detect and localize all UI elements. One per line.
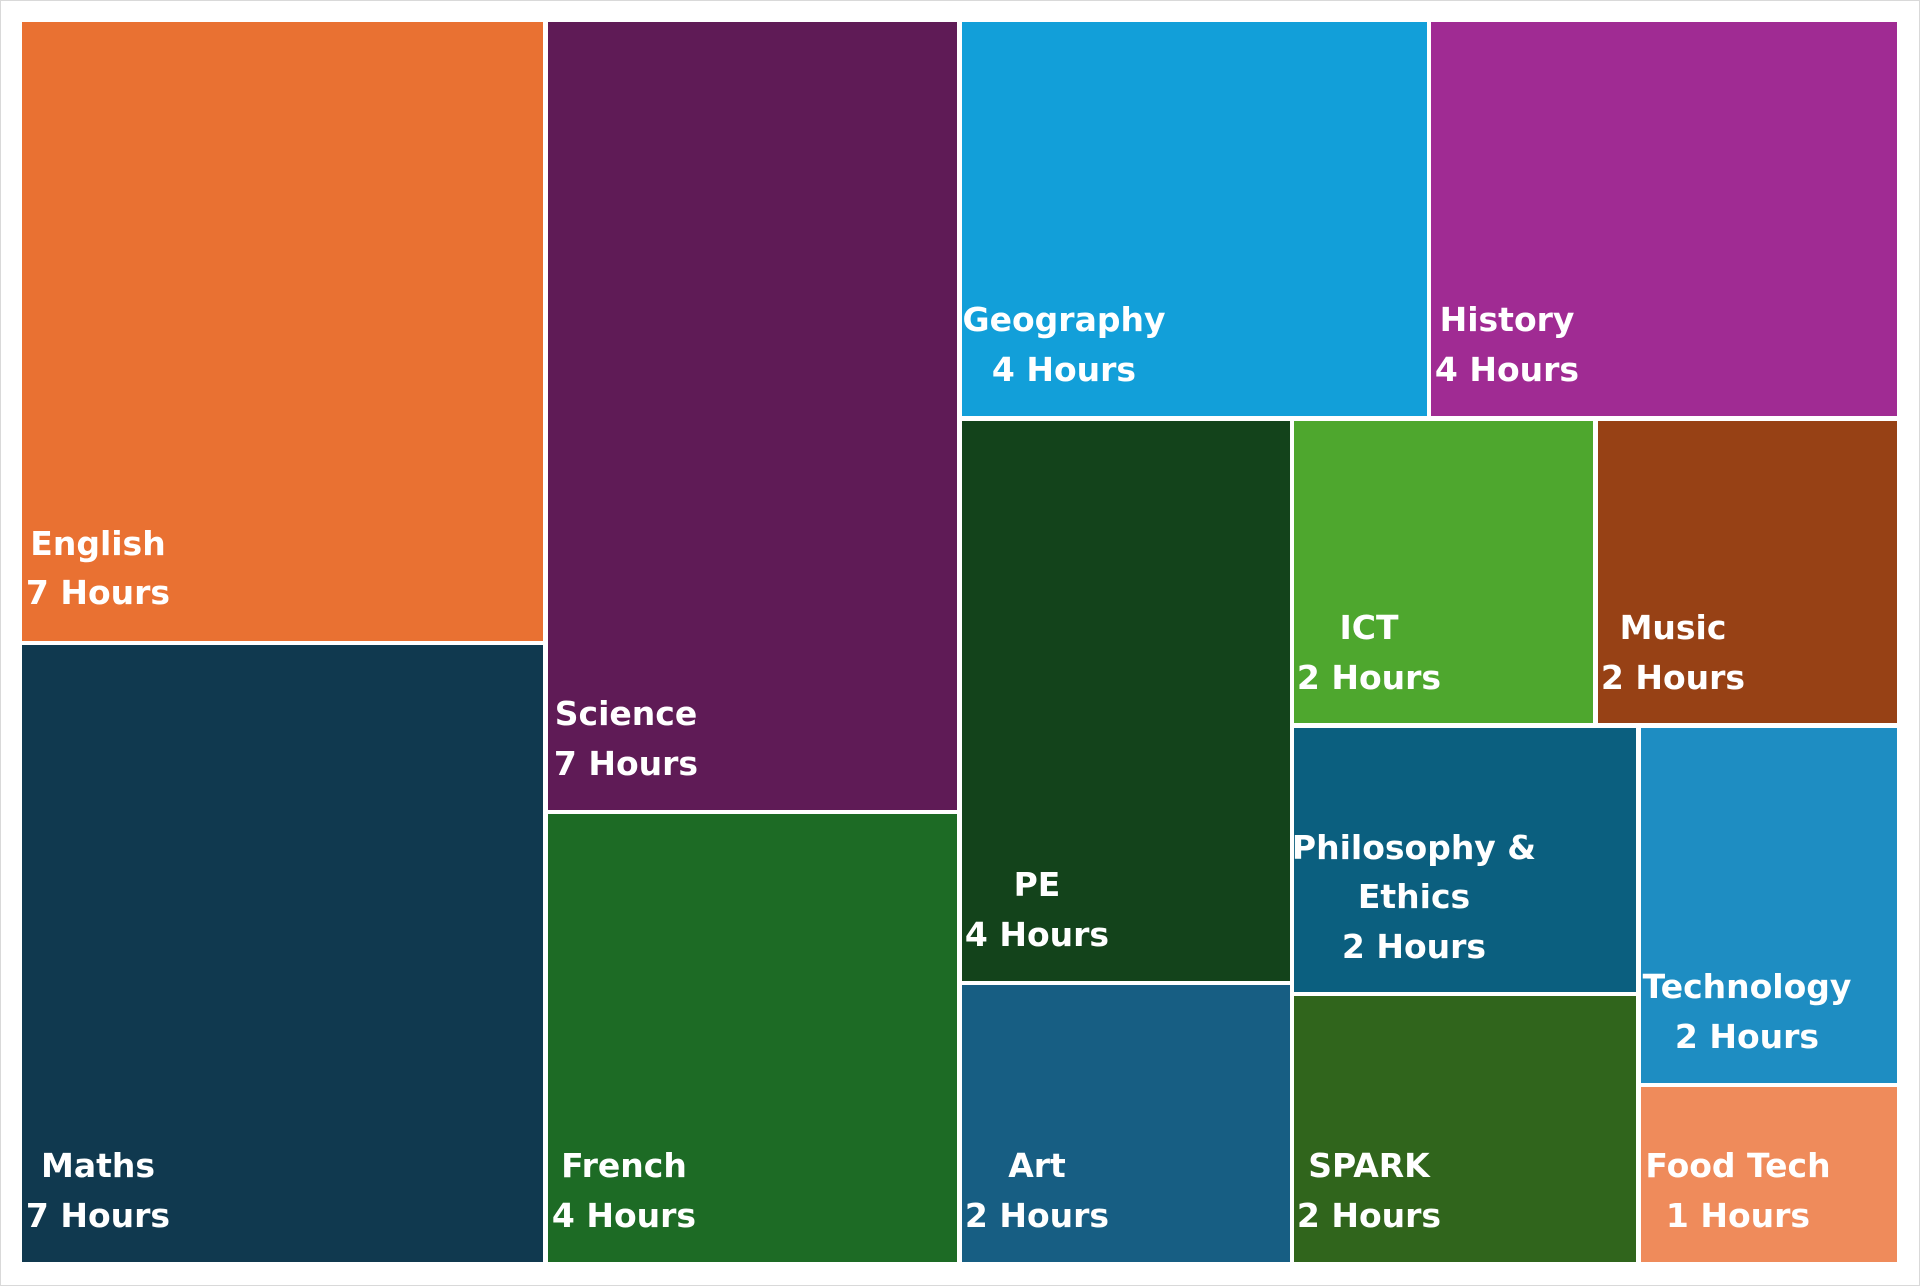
treemap-rect-food-tech [1641,1087,1897,1262]
category-label-technology: Technology [1643,967,1852,1006]
category-label-science: Science [555,694,697,733]
category-label-french: French [561,1146,687,1185]
treemap-cell-pe: PE 4 Hours [962,421,1290,981]
category-label-philosophy-ethics: Ethics [1358,877,1470,916]
treemap-rect-french [548,814,957,1262]
category-label-geography: Geography [963,300,1166,339]
value-label-spark: 2 Hours [1297,1196,1441,1235]
value-label-music: 2 Hours [1601,658,1745,697]
treemap-rect-science [548,22,957,810]
treemap-cell-spark: SPARK 2 Hours [1294,996,1636,1262]
treemap-rect-ict [1294,421,1593,723]
value-label-history: 4 Hours [1435,350,1579,389]
treemap-rect-pe [962,421,1290,981]
value-label-geography: 4 Hours [992,350,1136,389]
category-label-history: History [1440,300,1575,339]
treemap-cell-philosophy-ethics: Philosophy & Ethics 2 Hours [1292,728,1636,992]
treemap-cell-french: French 4 Hours [548,814,957,1262]
treemap-cell-geography: Geography 4 Hours [962,22,1427,416]
category-label-pe: PE [1014,865,1061,904]
treemap-rect-art [962,985,1290,1262]
category-label-english: English [30,524,165,563]
category-label-art: Art [1008,1146,1066,1185]
treemap-rect-music [1598,421,1897,723]
value-label-art: 2 Hours [965,1196,1109,1235]
treemap-cell-technology: Technology 2 Hours [1641,728,1897,1083]
treemap-cell-english: English 7 Hours [22,22,543,641]
value-label-ict: 2 Hours [1297,658,1441,697]
category-label-maths: Maths [41,1146,155,1185]
category-label-food-tech: Food Tech [1645,1146,1830,1185]
treemap-rect-spark [1294,996,1636,1262]
treemap-cell-maths: Maths 7 Hours [22,645,543,1262]
category-label-music: Music [1620,608,1727,647]
treemap-cell-history: History 4 Hours [1431,22,1897,416]
treemap-cell-art: Art 2 Hours [962,985,1290,1262]
value-label-technology: 2 Hours [1675,1017,1819,1056]
value-label-english: 7 Hours [26,573,170,612]
value-label-philosophy-ethics: 2 Hours [1342,927,1486,966]
treemap-rect-maths [22,645,543,1262]
treemap-rect-geography [962,22,1427,416]
value-label-pe: 4 Hours [965,915,1109,954]
category-label-philosophy-ethics: Philosophy & [1292,828,1536,867]
treemap-rect-philosophy-ethics [1294,728,1636,992]
value-label-food-tech: 1 Hours [1666,1196,1810,1235]
category-label-spark: SPARK [1308,1146,1431,1185]
value-label-science: 7 Hours [554,744,698,783]
treemap-cell-food-tech: Food Tech 1 Hours [1641,1087,1897,1262]
treemap-rect-history [1431,22,1897,416]
value-label-maths: 7 Hours [26,1196,170,1235]
treemap-rect-english [22,22,543,641]
treemap-cell-music: Music 2 Hours [1598,421,1897,723]
treemap-cell-ict: ICT 2 Hours [1294,421,1593,723]
treemap-rect-technology [1641,728,1897,1083]
treemap-cell-science: Science 7 Hours [548,22,957,810]
category-label-ict: ICT [1339,608,1398,647]
value-label-french: 4 Hours [552,1196,696,1235]
